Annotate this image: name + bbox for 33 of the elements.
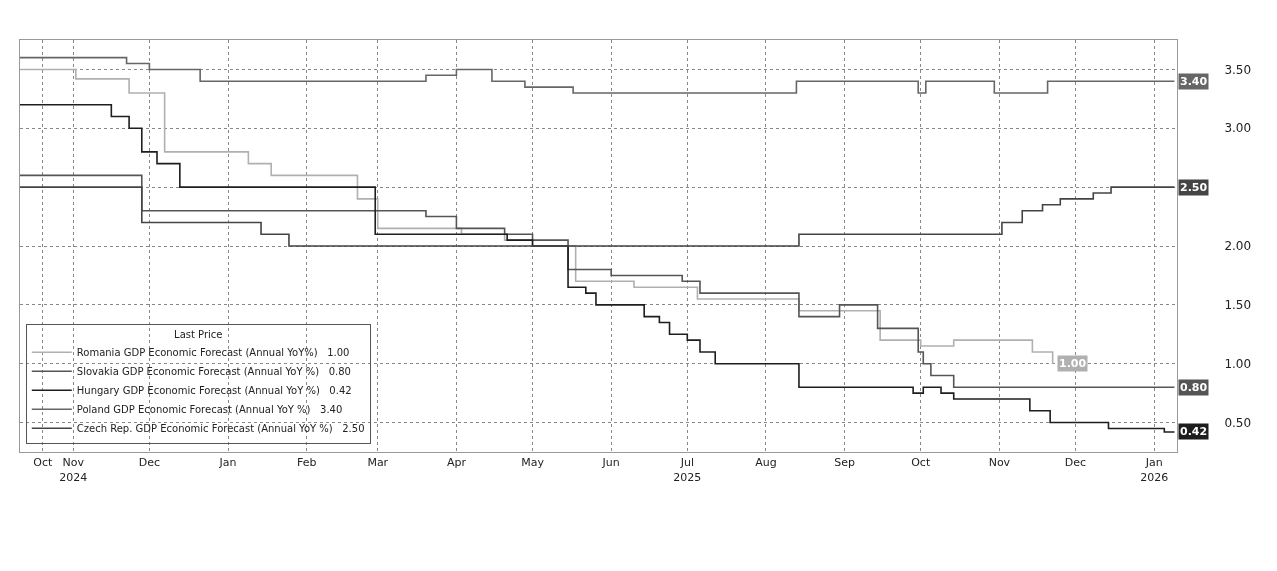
legend-label: Czech Rep. GDP Economic Forecast (Annual YoY %) 2.50 — [76, 423, 365, 435]
data-label: 3.40 — [1180, 75, 1208, 88]
x-tick-label: Jan — [218, 456, 237, 470]
data-label: 2.50 — [1180, 181, 1208, 194]
y-tick-label: 1.50 — [1224, 298, 1252, 313]
x-tick-label: May — [521, 456, 545, 470]
x-tick-label: Mar — [367, 456, 389, 470]
x-tick-label: Dec — [1064, 456, 1087, 470]
x-tick-label: Sep — [834, 456, 855, 470]
y-tick-label: 2.00 — [1224, 239, 1252, 254]
legend-label: Poland GDP Economic Forecast (Annual YoY %) 3.40 — [76, 404, 343, 416]
x-tick-label: Oct — [911, 456, 931, 470]
x-tick-label: Oct — [33, 456, 54, 470]
x-tick-label: Dec — [138, 456, 161, 470]
data-label: 0.80 — [1180, 381, 1208, 394]
x-tick-label: Nov — [988, 456, 1011, 470]
x-tick-label: Feb — [296, 456, 317, 470]
legend-label: Hungary GDP Economic Forecast (Annual YoY %) 0.42 — [76, 385, 352, 397]
data-label: 1.00 — [1059, 357, 1087, 370]
x-tick-label: Nov 2024 — [59, 456, 88, 484]
x-tick-label: Apr — [446, 456, 467, 470]
x-tick-label: Aug — [755, 456, 777, 470]
legend-label: Slovakia GDP Economic Forecast (Annual YoY %) 0.80 — [76, 366, 351, 378]
x-tick-label: Jul 2025 — [673, 456, 702, 484]
y-tick-label: 3.00 — [1224, 121, 1252, 136]
legend-title: Last Price — [174, 328, 223, 340]
y-tick-label: 0.50 — [1224, 415, 1252, 430]
x-tick-label: Jan 2026 — [1140, 456, 1169, 484]
legend-label: Romania GDP Economic Forecast (Annual YoY%) 1.00 — [76, 347, 350, 359]
y-tick-label: 1.00 — [1224, 356, 1252, 371]
x-tick-label: Jun — [601, 456, 620, 470]
data-label: 0.42 — [1180, 425, 1208, 438]
y-tick-label: 3.50 — [1224, 62, 1252, 77]
